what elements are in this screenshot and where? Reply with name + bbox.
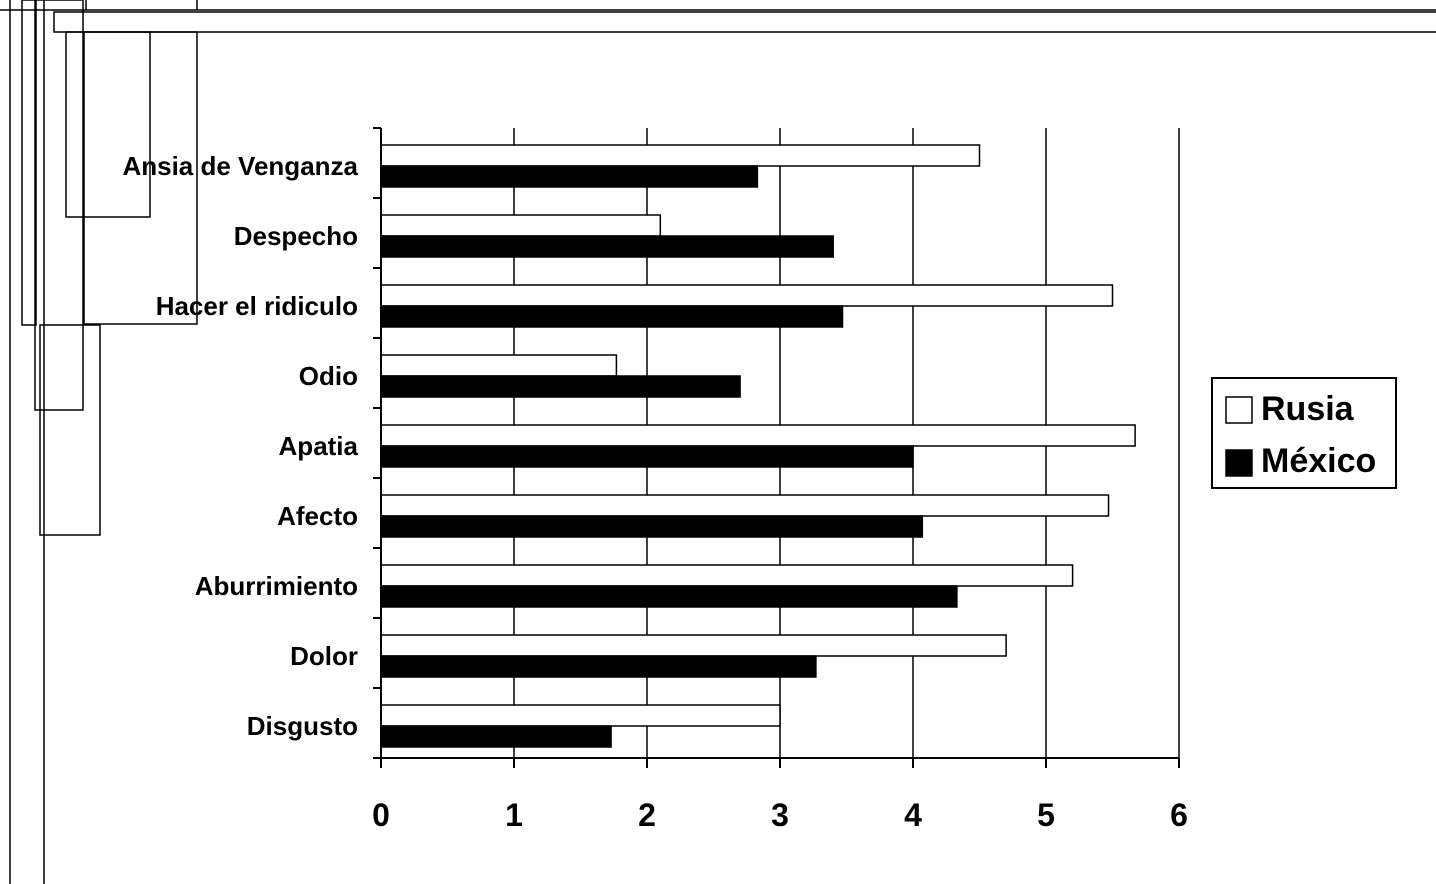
axes bbox=[373, 127, 1180, 768]
category-label-4: Apatia bbox=[279, 431, 359, 461]
category-labels: Ansia de Venganza Despecho Hacer el ridicu… bbox=[122, 151, 358, 741]
bar-rusia-5 bbox=[380, 494, 1110, 517]
legend-label-mexico: México bbox=[1261, 442, 1376, 480]
legend: Rusia México bbox=[1211, 377, 1397, 489]
x-tick-label-6: 6 bbox=[1170, 797, 1188, 833]
legend-label-rusia: Rusia bbox=[1261, 390, 1355, 428]
category-label-0: Ansia de Venganza bbox=[122, 151, 358, 181]
bar-mexico-0 bbox=[380, 165, 759, 188]
bar-rusia-3 bbox=[380, 354, 618, 377]
bar-mexico-7 bbox=[380, 655, 817, 678]
bar-rusia-4 bbox=[380, 424, 1136, 447]
bar-mexico-1 bbox=[380, 235, 834, 258]
category-label-2: Hacer el ridiculo bbox=[156, 291, 358, 321]
bar-rusia-7 bbox=[380, 634, 1007, 657]
category-label-3: Odio bbox=[299, 361, 358, 391]
bar-mexico-3 bbox=[380, 375, 741, 398]
category-label-1: Despecho bbox=[234, 221, 358, 251]
category-label-7: Dolor bbox=[290, 641, 358, 671]
bar-mexico-8 bbox=[380, 725, 612, 748]
bar-mexico-2 bbox=[380, 305, 844, 328]
category-label-6: Aburrimiento bbox=[195, 571, 358, 601]
bar-rusia-0 bbox=[380, 144, 981, 167]
bar-rusia-8 bbox=[380, 704, 781, 727]
category-label-5: Afecto bbox=[277, 501, 358, 531]
bar-rusia-2 bbox=[380, 284, 1114, 307]
x-tick-label-5: 5 bbox=[1037, 797, 1055, 833]
x-tick-label-4: 4 bbox=[904, 797, 922, 833]
x-tick-label-0: 0 bbox=[372, 797, 390, 833]
legend-swatch-mexico bbox=[1225, 449, 1253, 477]
bar-rusia-6 bbox=[380, 564, 1074, 587]
x-tick-label-2: 2 bbox=[638, 797, 656, 833]
legend-swatch-rusia bbox=[1225, 396, 1253, 424]
bar-rusia-1 bbox=[380, 214, 662, 237]
bar-mexico-6 bbox=[380, 585, 958, 608]
x-tick-label-3: 3 bbox=[771, 797, 789, 833]
bar-mexico-5 bbox=[380, 515, 924, 538]
bars bbox=[380, 144, 1136, 748]
tick-labels: 0 1 2 3 4 5 6 bbox=[372, 797, 1188, 833]
category-label-8: Disgusto bbox=[247, 711, 358, 741]
x-tick-label-1: 1 bbox=[505, 797, 523, 833]
bar-mexico-4 bbox=[380, 445, 914, 468]
